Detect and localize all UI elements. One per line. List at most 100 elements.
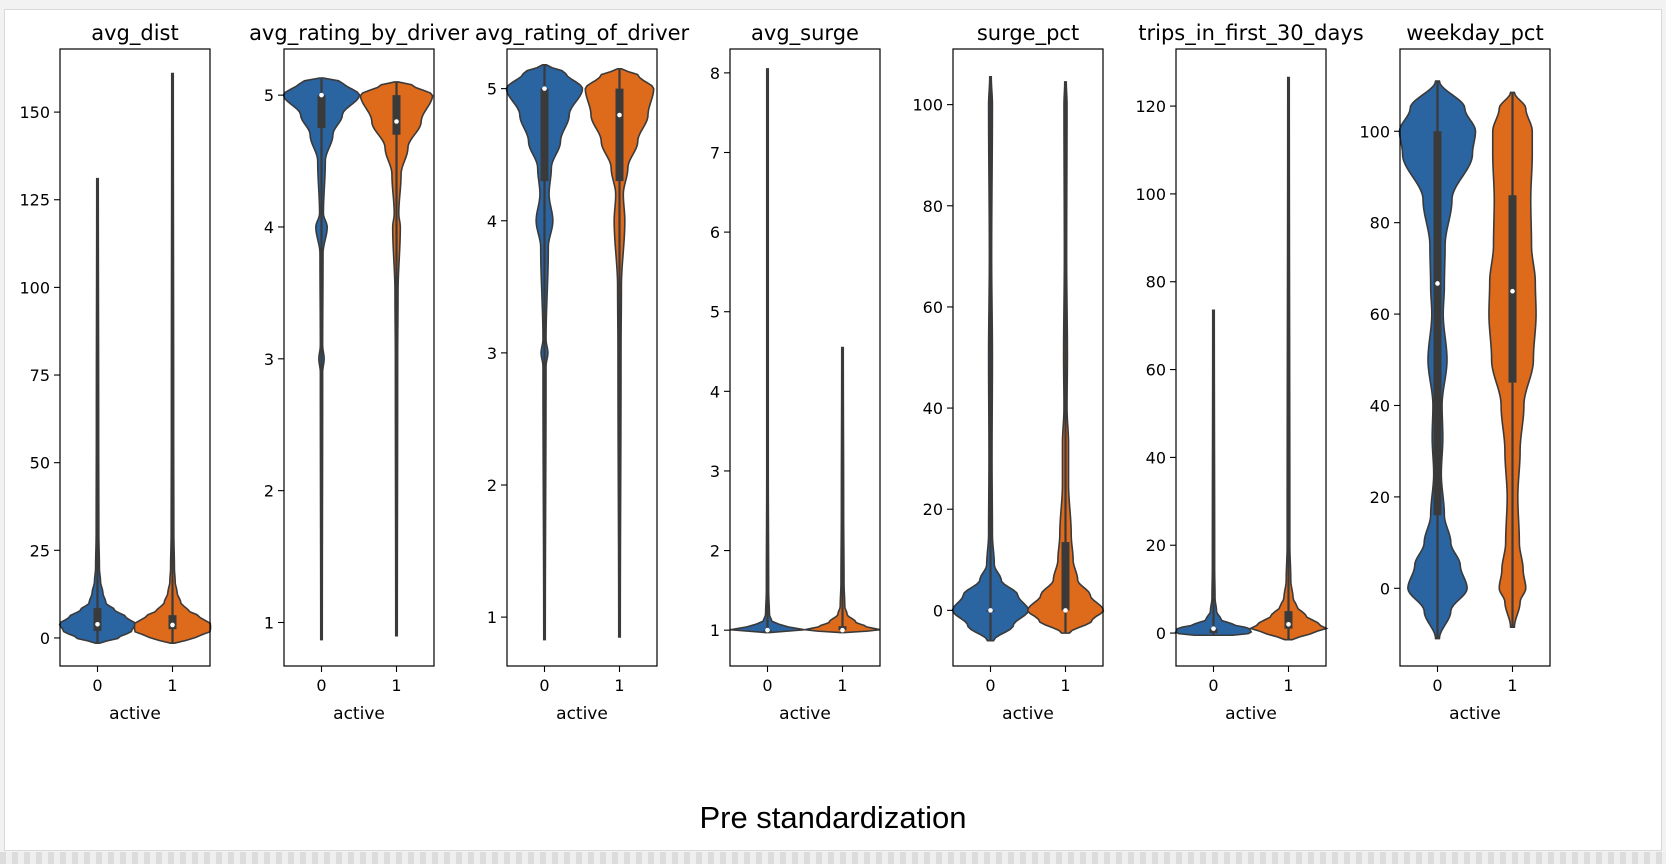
y-tick-label: 7 — [710, 143, 720, 162]
y-tick-label: 5 — [264, 86, 274, 105]
y-tick-label: 0 — [933, 601, 943, 620]
panel-title: avg_rating_of_driver — [475, 21, 690, 46]
panel-avg_surge: avg_surge 1 2 3 4 5 6 7 8 0 1 active — [710, 21, 881, 724]
y-tick-label: 1 — [710, 621, 720, 640]
y-tick-label: 40 — [923, 399, 943, 418]
y-tick-label: 1 — [264, 613, 274, 632]
y-tick-label: 100 — [19, 278, 50, 297]
y-tick-label: 2 — [264, 482, 274, 501]
y-tick-label: 40 — [1370, 396, 1390, 415]
x-tick-label: 1 — [614, 676, 624, 695]
axes-frame — [1175, 48, 1327, 667]
panel-title: trips_in_first_30_days — [1138, 21, 1363, 46]
x-tick-label: 1 — [837, 676, 847, 695]
panel-title: avg_surge — [751, 21, 859, 46]
x-axis-label: active — [556, 704, 608, 724]
x-axis-label: active — [1002, 704, 1054, 724]
violin-median-active-0 — [1211, 626, 1216, 631]
y-tick-label: 60 — [1146, 361, 1166, 380]
axes-frame — [506, 48, 658, 667]
y-tick-label: 25 — [30, 541, 50, 560]
violin-median-active-1 — [1286, 621, 1291, 627]
panel-title: avg_dist — [91, 21, 178, 46]
y-tick-label: 3 — [264, 350, 274, 369]
y-tick-label: 75 — [30, 366, 50, 385]
x-tick-label: 1 — [1060, 676, 1070, 695]
violin-median-active-1 — [840, 627, 845, 633]
x-axis-label: active — [1449, 704, 1501, 724]
y-tick-label: 80 — [1370, 214, 1390, 233]
y-tick-label: 60 — [923, 298, 943, 317]
x-tick-label: 0 — [1208, 676, 1218, 695]
panel-title: weekday_pct — [1406, 21, 1543, 46]
x-tick-label: 0 — [539, 676, 549, 695]
violin-median-active-0 — [988, 608, 993, 613]
violin-median-active-0 — [542, 86, 547, 91]
figure-canvas: avg_dist 0 25 50 75 100 125 150 0 1 active avg_rati… — [4, 9, 1662, 851]
violin-median-active-1 — [394, 119, 399, 124]
y-tick-label: 0 — [40, 629, 50, 648]
x-axis-label: active — [1225, 704, 1277, 724]
y-tick-label: 125 — [19, 191, 50, 210]
bottom-scroll-strip — [0, 852, 1666, 864]
y-tick-label: 40 — [1146, 448, 1166, 467]
x-tick-label: 1 — [167, 676, 177, 695]
x-tick-label: 0 — [762, 676, 772, 695]
axes-frame — [59, 48, 211, 667]
violin-iqr-box-active-1 — [392, 95, 401, 135]
violin-median-active-0 — [319, 92, 324, 98]
violin-iqr-box-active-0 — [93, 608, 102, 631]
violin-median-active-0 — [1435, 281, 1440, 286]
x-tick-label: 0 — [1432, 676, 1442, 695]
x-tick-label: 1 — [1507, 676, 1517, 695]
y-tick-label: 60 — [1370, 305, 1390, 324]
y-tick-label: 3 — [710, 462, 720, 481]
y-tick-label: 80 — [923, 197, 943, 216]
violin-median-active-1 — [1063, 608, 1068, 613]
figure-suptitle: Pre standardization — [699, 800, 967, 835]
y-tick-label: 4 — [264, 218, 274, 237]
panel-avg_rating_of_driver: avg_rating_of_driver 1 2 3 4 5 0 1 active — [475, 21, 690, 724]
axes-frame — [1399, 48, 1551, 667]
y-tick-label: 20 — [1146, 536, 1166, 555]
y-tick-label: 100 — [1135, 185, 1166, 204]
y-tick-label: 0 — [1156, 624, 1166, 643]
violin-iqr-box-active-1 — [1061, 542, 1070, 611]
y-tick-label: 100 — [1359, 122, 1390, 141]
x-axis-label: active — [779, 704, 831, 724]
violin-iqr-box-active-0 — [1433, 131, 1442, 516]
y-tick-label: 0 — [1380, 579, 1390, 598]
y-tick-label: 20 — [923, 500, 943, 519]
violin-median-active-1 — [170, 622, 175, 628]
y-tick-label: 80 — [1146, 273, 1166, 292]
panel-weekday_pct: weekday_pct 0 20 40 60 80 100 0 1 active — [1359, 21, 1551, 724]
x-tick-label: 0 — [985, 676, 995, 695]
x-axis-label: active — [333, 704, 385, 724]
y-tick-label: 5 — [710, 303, 720, 322]
violin-iqr-box-active-0 — [317, 95, 326, 129]
y-tick-label: 120 — [1135, 97, 1166, 116]
violin-median-active-1 — [617, 112, 622, 118]
violin-iqr-box-active-1 — [615, 88, 624, 182]
panel-title: avg_rating_by_driver — [249, 21, 469, 46]
y-tick-label: 3 — [487, 344, 497, 363]
y-tick-label: 150 — [19, 103, 50, 122]
x-tick-label: 1 — [1283, 676, 1293, 695]
panel-avg_dist: avg_dist 0 25 50 75 100 125 150 0 1 active — [19, 21, 212, 724]
y-tick-label: 50 — [30, 454, 50, 473]
y-tick-label: 20 — [1370, 488, 1390, 507]
violin-iqr-box-active-1 — [1284, 611, 1293, 629]
violin-median-active-0 — [765, 627, 770, 633]
violin-iqr-box-active-1 — [168, 615, 177, 630]
y-tick-label: 1 — [487, 608, 497, 627]
violin-iqr-box-active-0 — [540, 88, 549, 182]
panel-title: surge_pct — [977, 21, 1079, 46]
panel-trips_in_first_30_days: trips_in_first_30_days 0 20 40 60 80 100 120 0 1a… — [1135, 21, 1363, 724]
panel-surge_pct: surge_pct 0 20 40 60 80 100 0 1 active — [912, 21, 1105, 724]
violin-median-active-1 — [1510, 288, 1515, 294]
y-tick-label: 2 — [487, 476, 497, 495]
y-tick-label: 6 — [710, 223, 720, 242]
axes-frame — [952, 48, 1104, 667]
axes-frame — [283, 48, 435, 667]
